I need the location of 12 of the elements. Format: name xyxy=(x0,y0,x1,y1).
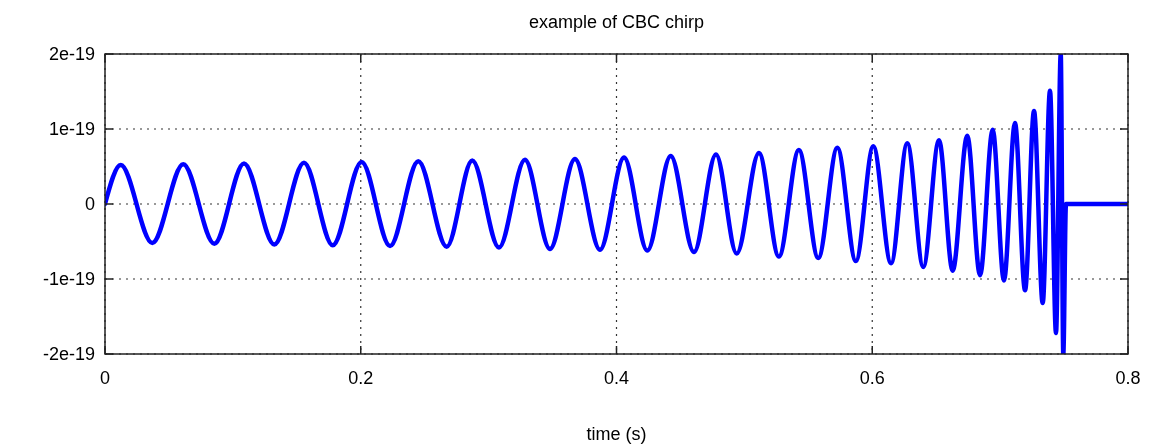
y-tick-label: 2e-19 xyxy=(48,44,95,65)
y-tick-label: -1e-19 xyxy=(42,269,95,290)
x-tick-label: 0.6 xyxy=(859,368,885,388)
chart-title: example of CBC chirp xyxy=(528,12,705,32)
x-axis-title: time (s) xyxy=(586,424,647,444)
y-tick-label: 1e-19 xyxy=(48,119,95,140)
x-tick-label: 0.2 xyxy=(348,368,374,388)
x-tick-label: 0.8 xyxy=(1115,368,1141,388)
y-tick-label: 0 xyxy=(84,194,95,215)
x-tick-label: 0.4 xyxy=(603,368,630,388)
x-tick-label: 0 xyxy=(99,368,111,388)
y-tick-label: -2e-19 xyxy=(42,344,95,365)
